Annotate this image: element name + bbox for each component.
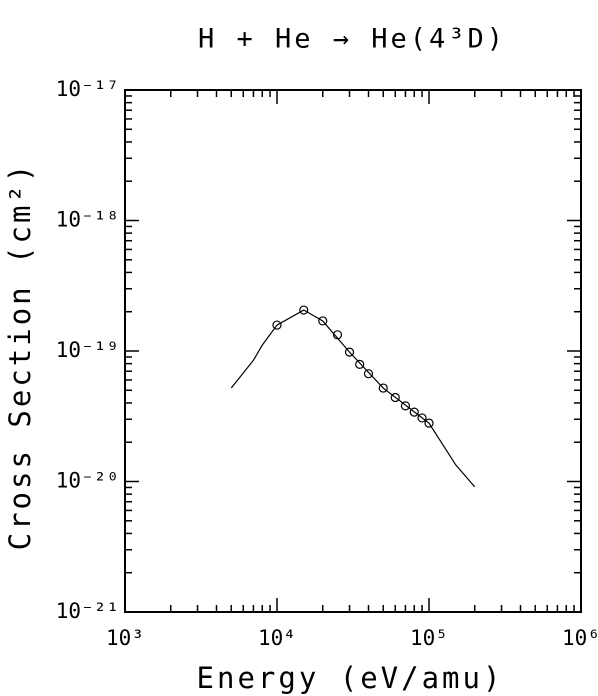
data-point bbox=[355, 359, 365, 369]
data-point bbox=[344, 347, 355, 357]
data-point bbox=[417, 413, 427, 423]
data-point bbox=[390, 392, 400, 403]
x-tick-label: 10⁵ bbox=[410, 626, 448, 650]
x-axis-label: Energy (eV/amu) bbox=[197, 661, 504, 695]
data-point bbox=[332, 330, 343, 340]
x-tick-label: 10⁴ bbox=[258, 626, 296, 650]
data-point bbox=[299, 305, 309, 315]
data-point bbox=[424, 418, 434, 428]
x-tick-label: 10³ bbox=[106, 626, 144, 650]
data-point bbox=[272, 320, 282, 330]
x-tick-label: 10⁶ bbox=[562, 626, 598, 650]
data-point bbox=[363, 369, 374, 379]
y-tick-label: 10⁻¹⁹ bbox=[56, 338, 119, 362]
y-tick-label: 10⁻¹⁸ bbox=[56, 208, 119, 232]
y-tick-label: 10⁻²¹ bbox=[56, 599, 119, 623]
fit-curve bbox=[230, 309, 476, 488]
chart-title: H + He → He(4³D) bbox=[198, 24, 506, 55]
y-tick-label: 10⁻²⁰ bbox=[56, 469, 119, 493]
y-tick-label: 10⁻¹⁷ bbox=[56, 77, 119, 101]
data-point bbox=[378, 383, 388, 393]
y-axis-label: Cross Section (cm²) bbox=[3, 162, 37, 551]
data-point bbox=[318, 316, 328, 326]
data-point bbox=[400, 401, 411, 411]
data-point bbox=[409, 407, 419, 417]
